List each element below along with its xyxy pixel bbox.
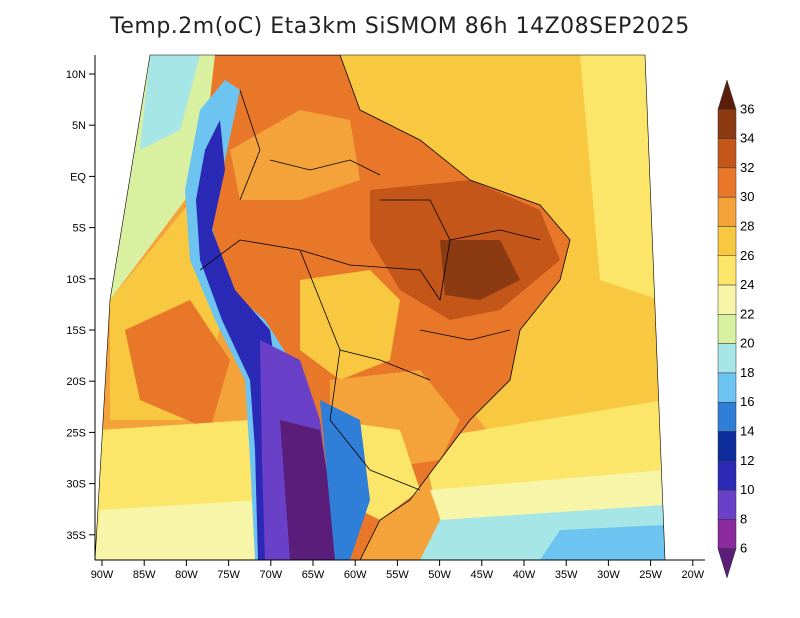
colorbar-label: 10 [740, 482, 754, 497]
lon-tick-label: 30W [597, 569, 620, 581]
lon-tick-label: 35W [555, 569, 578, 581]
colorbar-segment [717, 489, 737, 520]
colorbar-label: 30 [740, 189, 754, 204]
lon-tick-label: 80W [175, 569, 198, 581]
lon-tick-label: 25W [639, 569, 662, 581]
colorbar-label: 18 [740, 365, 754, 380]
colorbar-label: 36 [740, 101, 754, 116]
chart-title: Temp.2m(oC) Eta3km SiSMOM 86h 14Z08SEP20… [110, 14, 690, 39]
colorbar-segment [717, 548, 737, 579]
lat-tick-label: 30S [66, 479, 86, 491]
colorbar-label: 22 [740, 306, 754, 321]
lon-tick-label: 20W [681, 569, 704, 581]
lat-tick-label: 10S [66, 274, 86, 286]
lat-tick-label: 5N [72, 120, 86, 132]
lon-tick-label: 40W [513, 569, 536, 581]
central-land-cooler [300, 270, 400, 380]
lon-tick-label: 50W [428, 569, 451, 581]
south-atlantic-cold [540, 525, 665, 560]
colorbar-label: 6 [740, 541, 747, 556]
colorbar-segment [717, 460, 737, 491]
patagonia-cool [320, 400, 370, 560]
lon-tick-label: 55W [386, 569, 409, 581]
latitude-axis: 10N 5N EQ 5S 10S 15S 20S 25S 30S 35S [66, 55, 96, 560]
longitude-axis: 90W 85W 80W 75W 70W 65W 60W 55W 50W 45W 40W 35W 30W 2… [91, 559, 705, 581]
hottest-core [440, 240, 520, 300]
colorbar-segment [717, 343, 737, 374]
lon-tick-label: 45W [470, 569, 493, 581]
andes-cold-band [196, 120, 280, 560]
colorbar-label: 20 [740, 336, 754, 351]
lon-tick-label: 75W [217, 569, 240, 581]
colorbar-label: 8 [740, 511, 747, 526]
colorbar-segment [717, 255, 737, 286]
lon-tick-label: 90W [91, 569, 114, 581]
lat-tick-label: 20S [66, 376, 86, 388]
lat-tick-label: EQ [70, 171, 86, 183]
lon-tick-label: 85W [133, 569, 156, 581]
political-borders [199, 55, 571, 560]
colorbar-segment [717, 372, 737, 403]
colorbar-label: 34 [740, 131, 754, 146]
colorbar-segment [717, 79, 737, 110]
colorbar-segment [717, 431, 737, 462]
lat-tick-label: 5S [73, 223, 86, 235]
lon-tick-label: 60W [344, 569, 367, 581]
colorbar-segment [717, 196, 737, 227]
colorbar-segment [717, 284, 737, 315]
colorbar-segment [717, 109, 737, 139]
colorbar-label: 28 [740, 218, 754, 233]
atlantic-pale-zone [580, 55, 660, 300]
colorbar-label: 26 [740, 248, 754, 263]
colorbar-segment [717, 314, 737, 344]
colorbar-label: 12 [740, 453, 754, 468]
colorbar-segment [717, 519, 737, 549]
pacific-north-cold [140, 55, 200, 150]
lon-tick-label: 65W [302, 569, 325, 581]
colorbar-label: 32 [740, 160, 754, 175]
pacific-north-cool [110, 55, 215, 300]
pacific-warm-patch [125, 300, 230, 430]
pacific-south-pale [95, 500, 265, 560]
lat-tick-label: 15S [66, 325, 86, 337]
lat-tick-label: 35S [66, 530, 86, 542]
colorbar-segment [717, 138, 737, 169]
colorbar-label: 14 [740, 424, 754, 439]
colorbar-label: 16 [740, 394, 754, 409]
colorbar: 36 34 32 30 28 26 24 22 20 18 16 14 12 10 8 6 [717, 79, 754, 579]
colorbar-segment [717, 401, 737, 432]
colorbar-segment [717, 167, 737, 198]
colorbar-label: 24 [740, 277, 754, 292]
lat-tick-label: 10N [66, 69, 86, 81]
lat-tick-label: 25S [66, 427, 86, 439]
lon-tick-label: 70W [259, 569, 282, 581]
amazon-warm [230, 110, 360, 200]
colorbar-segment [717, 226, 737, 257]
andes-deep-cold [280, 420, 340, 560]
